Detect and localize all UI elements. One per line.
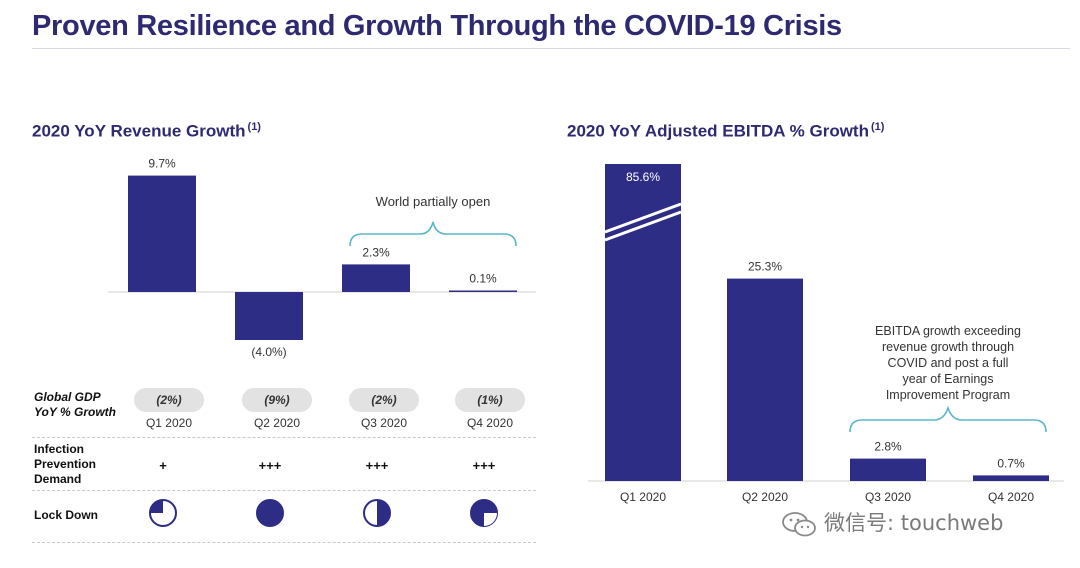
watermark: 微信号: touchweb <box>782 507 1003 537</box>
infection-row: Infection Prevention Demand + +++ +++ ++… <box>32 442 536 492</box>
quarter-label: Q2 2020 <box>253 416 301 430</box>
quarter-label: Q1 2020 <box>145 416 193 430</box>
ebitda-growth-chart: 85.6% Q1 2020 25.3% Q2 2020 2.8% Q3 2020 0.7% Q… <box>588 164 1064 504</box>
quarter-label: Q4 2020 <box>466 416 514 430</box>
infection-value-q2: +++ <box>258 458 282 473</box>
revenue-growth-chart: 9.7% (4.0%) 2.3% 0.1% World partially open <box>108 157 536 359</box>
title-divider <box>32 48 1070 49</box>
bar-q3-2020 <box>342 264 410 292</box>
infection-value-q4: +++ <box>472 458 496 473</box>
data-label: 2.8% <box>874 440 902 454</box>
right-chart-title-text: 2020 YoY Adjusted EBITDA % Growth <box>567 121 869 141</box>
page-title: Proven Resilience and Growth Through the… <box>32 10 842 42</box>
lockdown-three-quarter-pie-icon <box>470 499 498 527</box>
table-divider <box>32 490 536 491</box>
annotation-line: year of Earnings <box>902 372 993 386</box>
category-label: Q3 2020 <box>865 490 911 504</box>
bar-q2-2020 <box>235 292 303 340</box>
lockdown-quarter-pie-icon <box>149 499 177 527</box>
category-label: Q1 2020 <box>620 490 666 504</box>
lockdown-full-pie-icon <box>256 499 284 527</box>
lockdown-half-pie-icon <box>363 499 391 527</box>
annotation-bracket <box>349 221 517 247</box>
data-label: 9.7% <box>148 157 176 171</box>
gdp-row: Global GDP YoY % Growth (2%) Q1 2020 (9%… <box>32 382 536 438</box>
category-label: Q2 2020 <box>742 490 788 504</box>
gdp-pill: (1%) <box>455 388 525 412</box>
gdp-cell-q2: (9%) Q2 2020 <box>222 388 332 430</box>
watermark-text: 微信号: touchweb <box>824 511 1004 535</box>
right-chart-title: 2020 YoY Adjusted EBITDA % Growth (1) <box>567 121 884 142</box>
bar-q2-2020 <box>727 278 803 481</box>
annotation-line: revenue growth through <box>882 340 1014 354</box>
data-label: 85.6% <box>626 170 660 184</box>
lockdown-row: Lock Down <box>32 494 536 542</box>
infection-label-line3: Demand <box>34 472 82 486</box>
left-chart-title-text: 2020 YoY Revenue Growth <box>32 121 246 141</box>
bar-q4-2020 <box>449 290 517 292</box>
bar-q1-2020 <box>605 164 681 481</box>
infection-label-line1: Infection <box>34 442 84 456</box>
annotation-world-partially-open: World partially open <box>376 194 491 209</box>
annotation-line: Improvement Program <box>886 388 1010 402</box>
gdp-label-line1: Global GDP <box>34 390 101 404</box>
infection-value-q1: + <box>159 458 167 473</box>
annotation-line: COVID and post a full <box>888 356 1009 370</box>
bar-q1-2020 <box>128 175 196 292</box>
right-chart-footnote: (1) <box>870 121 885 133</box>
annotation-bracket <box>849 405 1047 433</box>
lockdown-cell-q1 <box>108 498 218 533</box>
data-label: 2.3% <box>362 245 390 259</box>
gdp-cell-q4: (1%) Q4 2020 <box>435 388 545 430</box>
bar-q4-2020 <box>973 475 1049 481</box>
infection-value-q3: +++ <box>365 458 389 473</box>
lockdown-row-label: Lock Down <box>34 508 99 522</box>
axis-break-mark <box>604 210 682 242</box>
gdp-row-label: Global GDP YoY % Growth <box>34 390 116 420</box>
category-label: Q4 2020 <box>988 490 1034 504</box>
data-label: 25.3% <box>748 260 782 274</box>
bar-q3-2020 <box>850 458 926 481</box>
gdp-cell-q1: (2%) Q1 2020 <box>114 388 224 430</box>
left-chart-footnote: (1) <box>247 121 261 133</box>
lockdown-cell-q2 <box>215 498 325 533</box>
data-label: (4.0%) <box>251 345 286 359</box>
axis-break-mark <box>604 202 682 234</box>
data-label: 0.1% <box>469 272 497 286</box>
gdp-label-line2: YoY % Growth <box>34 405 117 419</box>
gdp-pill: (2%) <box>349 388 419 412</box>
data-label: 0.7% <box>997 456 1025 470</box>
table-divider <box>32 437 536 438</box>
infection-label-line2: Prevention <box>34 457 97 471</box>
table-divider <box>32 542 536 543</box>
left-chart-title: 2020 YoY Revenue Growth (1) <box>32 121 261 142</box>
wechat-icon <box>782 512 816 537</box>
infection-row-label: Infection Prevention Demand <box>34 442 96 487</box>
gdp-pill: (2%) <box>134 388 204 412</box>
annotation-line: EBITDA growth exceeding <box>875 324 1021 338</box>
lockdown-cell-q4 <box>429 498 539 533</box>
lockdown-cell-q3 <box>322 498 432 533</box>
quarter-label: Q3 2020 <box>360 416 408 430</box>
gdp-pill: (9%) <box>242 388 312 412</box>
gdp-cell-q3: (2%) Q3 2020 <box>329 388 439 430</box>
